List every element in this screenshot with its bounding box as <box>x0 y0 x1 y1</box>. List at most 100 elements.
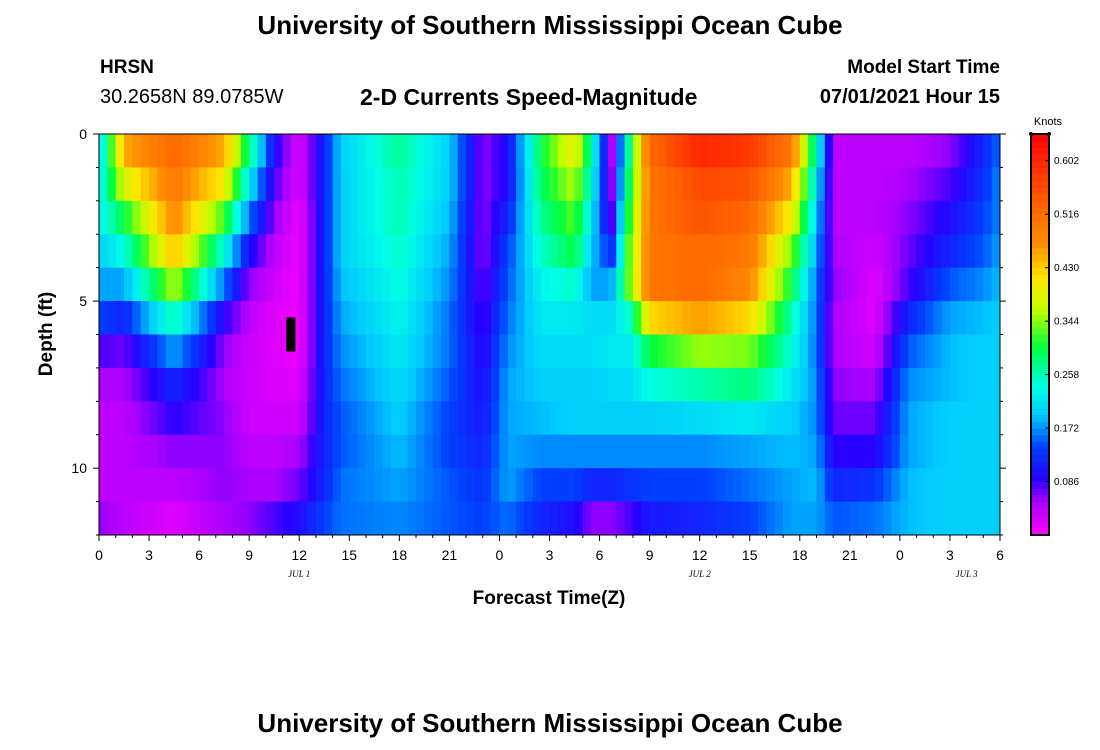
heatmap-cell <box>983 167 993 202</box>
heatmap-cell <box>808 200 817 235</box>
heatmap-cell <box>766 434 776 469</box>
heatmap-cell <box>541 468 550 502</box>
heatmap-cell <box>449 134 459 168</box>
heatmap-cell <box>157 434 167 469</box>
heatmap-cell <box>299 267 308 302</box>
heatmap-cell <box>449 200 459 235</box>
heatmap-cell <box>449 367 459 402</box>
heatmap-cell <box>457 334 467 369</box>
heatmap-cell <box>641 401 651 436</box>
x-tick-label: 15 <box>742 547 758 563</box>
heatmap-cell <box>115 501 125 536</box>
heatmap-cell <box>232 301 242 335</box>
heatmap-cell <box>249 267 258 302</box>
heatmap-cell <box>733 468 742 502</box>
heatmap-cell <box>983 134 993 168</box>
page-title: University of Southern Mississippi Ocean… <box>257 10 843 40</box>
heatmap-cell <box>933 267 942 302</box>
heatmap-cell <box>899 167 909 202</box>
heatmap-cell <box>616 334 625 369</box>
colorbar-segment <box>1031 200 1049 209</box>
heatmap-cell <box>107 200 117 235</box>
heatmap-cell <box>682 200 692 235</box>
heatmap-cell <box>274 134 283 168</box>
heatmap-cell <box>816 367 826 402</box>
heatmap-cells <box>99 134 1001 536</box>
heatmap-cell <box>182 434 192 469</box>
heatmap-cell <box>674 334 684 369</box>
colorbar-segment <box>1031 361 1049 369</box>
heatmap-cell <box>249 200 258 235</box>
heatmap-cell <box>466 334 475 369</box>
heatmap-cell <box>858 134 867 168</box>
heatmap-cell <box>966 301 976 335</box>
heatmap-cell <box>407 134 417 168</box>
heatmap-cell <box>466 200 475 235</box>
model-start-label: Model Start Time <box>847 57 1000 78</box>
colorbar-segment <box>1031 321 1049 329</box>
colorbar-segment <box>1031 514 1049 523</box>
heatmap-cell <box>390 167 400 202</box>
heatmap-cell <box>457 301 467 335</box>
heatmap-cell <box>866 234 876 269</box>
heatmap-cell <box>374 401 384 436</box>
heatmap-cell <box>749 468 759 502</box>
heatmap-cell <box>149 234 158 269</box>
heatmap-cell <box>232 234 242 269</box>
heatmap-cell <box>332 334 342 369</box>
heatmap-cell <box>774 334 784 369</box>
heatmap-cell <box>365 234 375 269</box>
heatmap-cell <box>607 501 617 536</box>
heatmap-cell <box>924 401 934 436</box>
heatmap-cell <box>966 167 976 202</box>
heatmap-cell <box>140 234 150 269</box>
heatmap-cell <box>791 134 801 168</box>
heatmap-cell <box>674 234 684 269</box>
heatmap-cell <box>516 301 525 335</box>
heatmap-cell <box>874 501 884 536</box>
heatmap-cell <box>774 468 784 502</box>
heatmap-cell <box>132 301 142 335</box>
heatmap-cell <box>632 434 642 469</box>
heatmap-cell <box>407 434 417 469</box>
heatmap-cell <box>457 134 467 168</box>
heatmap-cell <box>674 468 684 502</box>
heatmap-cell <box>240 468 250 502</box>
heatmap-cell <box>791 367 801 402</box>
heatmap-cell <box>858 301 867 335</box>
heatmap-cell <box>474 267 484 302</box>
heatmap-cell <box>749 167 759 202</box>
heatmap-cell <box>841 267 851 302</box>
heatmap-cell <box>591 134 600 168</box>
heatmap-cell <box>357 301 367 335</box>
heatmap-cell <box>908 434 917 469</box>
colorbar-corner-dot <box>1029 132 1033 136</box>
heatmap-cell <box>482 200 492 235</box>
heatmap-cell <box>549 468 559 502</box>
heatmap-cell <box>741 234 751 269</box>
heatmap-cell <box>841 334 851 369</box>
heatmap-cell <box>949 501 959 536</box>
heatmap-cell <box>482 501 492 536</box>
heatmap-cell <box>833 134 842 168</box>
heatmap-cell <box>758 134 767 168</box>
heatmap-cell <box>199 134 208 168</box>
heatmap-cell <box>749 267 759 302</box>
heatmap-cell <box>332 301 342 335</box>
heatmap-cell <box>240 134 250 168</box>
heatmap-cell <box>891 434 901 469</box>
heatmap-cell <box>849 434 859 469</box>
heatmap-cell <box>382 167 392 202</box>
heatmap-cell <box>699 167 709 202</box>
heatmap-cell <box>632 134 642 168</box>
heatmap-cell <box>249 434 258 469</box>
heatmap-cell <box>933 301 942 335</box>
heatmap-cell <box>582 468 592 502</box>
heatmap-cell <box>374 167 384 202</box>
heatmap-cell <box>332 367 342 402</box>
heatmap-cell <box>416 501 425 536</box>
heatmap-cell <box>240 334 250 369</box>
heatmap-cell <box>149 200 158 235</box>
heatmap-cell <box>908 367 917 402</box>
heatmap-cell <box>149 301 158 335</box>
